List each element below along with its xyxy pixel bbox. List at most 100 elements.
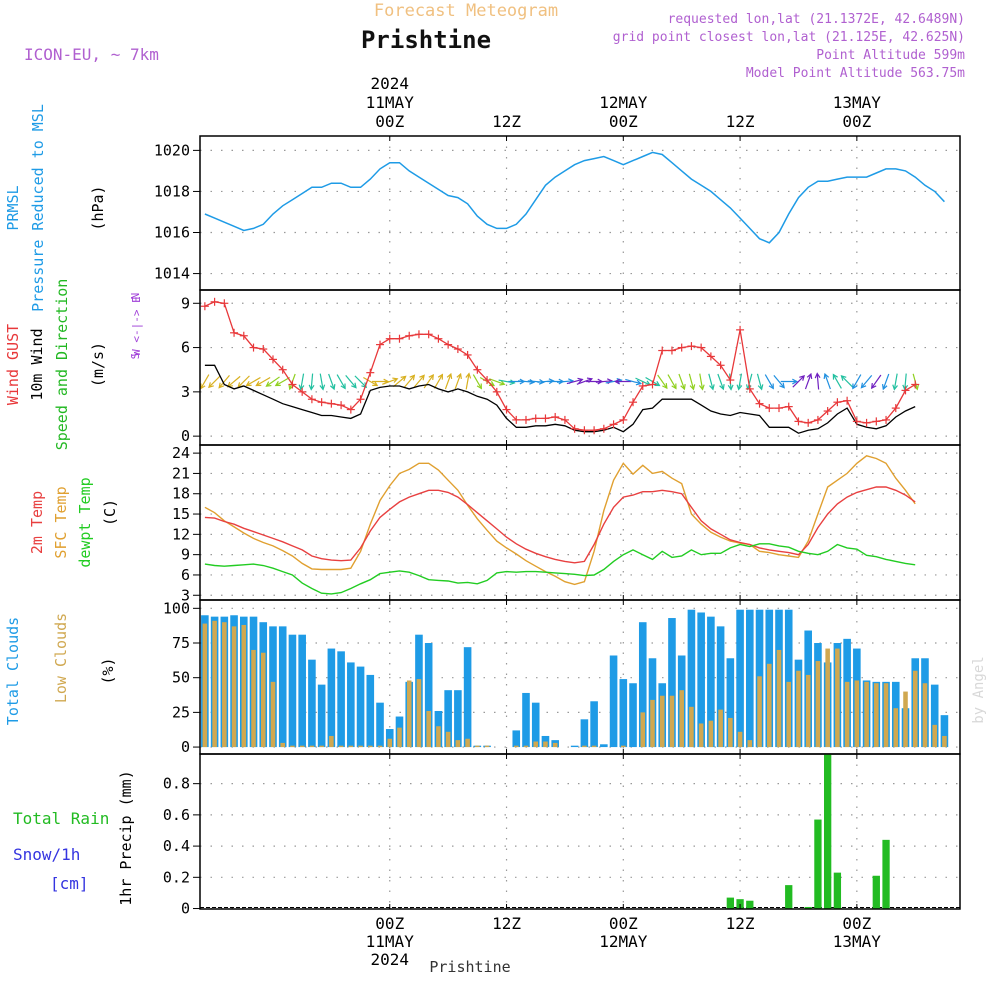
gust-marker xyxy=(385,334,394,343)
sfc-label: SFC Temp xyxy=(52,486,70,558)
bottom-time-label: 11MAY xyxy=(366,932,415,951)
gust-marker xyxy=(736,325,745,334)
low-cloud-bar xyxy=(260,652,266,748)
gust-marker xyxy=(298,387,307,396)
wind-direction-arrow xyxy=(328,373,336,391)
gust-marker xyxy=(317,398,326,407)
gust-marker xyxy=(463,350,472,359)
low-cloud-bar xyxy=(786,681,792,748)
gust-marker xyxy=(356,395,365,404)
low-cloud-bar xyxy=(319,745,324,748)
wind-direction-arrow xyxy=(892,373,898,391)
wind-label: 10m Wind xyxy=(28,328,46,400)
gust-marker xyxy=(551,412,560,421)
product-title: Forecast Meteogram xyxy=(374,1,558,21)
total-cloud-bar xyxy=(687,609,696,748)
low-cloud-bar xyxy=(387,738,393,748)
low-cloud-bar xyxy=(698,723,704,748)
total-cloud-bar xyxy=(590,701,598,748)
y-tick-label: 24 xyxy=(172,444,190,462)
low-cloud-bar xyxy=(766,663,772,748)
gust-marker xyxy=(872,417,881,426)
low-cloud-bar xyxy=(241,624,247,748)
low-cloud-bar xyxy=(679,690,684,748)
wind-direction-arrow xyxy=(823,372,831,390)
wind-direction-arrow xyxy=(764,374,774,390)
total-cloud-bar xyxy=(463,647,472,748)
total-cloud-bar xyxy=(600,744,608,748)
wind-direction-arrow xyxy=(274,377,290,387)
low-cloud-bar xyxy=(222,622,227,748)
low-cloud-bar xyxy=(270,681,276,748)
low-cloud-bar xyxy=(299,745,305,748)
bottom-time-label: 13MAY xyxy=(833,932,882,951)
bottom-time-label: 12Z xyxy=(492,914,521,933)
gust-marker xyxy=(697,343,706,352)
total-cloud-bar xyxy=(619,679,628,748)
total-cloud-bar xyxy=(609,655,618,748)
cloud-units: (%) xyxy=(99,657,117,684)
gust-marker xyxy=(629,398,638,407)
temp-label: 2m Temp xyxy=(28,491,46,554)
low-cloud-bar xyxy=(543,741,548,748)
pressure-units: (hPa) xyxy=(89,185,107,230)
gust-marker xyxy=(200,302,209,311)
total-cloud-bar xyxy=(454,690,462,748)
gust-marker xyxy=(784,402,793,411)
low-cloud-bar xyxy=(465,738,470,748)
wind-direction-arrow xyxy=(208,375,221,389)
gust-marker xyxy=(444,340,453,349)
rain-bar xyxy=(804,906,812,909)
wind-direction-arrow xyxy=(688,373,696,391)
y-tick-label: 0.4 xyxy=(163,837,190,855)
wind-direction-arrow xyxy=(832,373,842,389)
wind-direction-arrow xyxy=(465,372,472,390)
wind-direction-arrow xyxy=(871,374,882,390)
wind-direction-arrow xyxy=(298,373,305,391)
panel-frame xyxy=(199,444,961,601)
total-cloud-label: Total Clouds xyxy=(4,617,22,725)
dewpt-line xyxy=(204,543,916,595)
low-cloud-bar xyxy=(883,683,889,748)
wind-direction-arrow xyxy=(814,372,821,390)
wind-direction-arrow xyxy=(245,377,261,387)
low-cloud-bar xyxy=(669,695,675,748)
gust-marker xyxy=(278,365,287,374)
y-tick-label: 6 xyxy=(181,339,190,357)
top-time-label: 11MAY xyxy=(366,93,415,112)
y-tick-label: 9 xyxy=(181,294,190,312)
total-cloud-bar xyxy=(444,690,452,748)
y-tick-label: 75 xyxy=(172,634,190,652)
total-cloud-bar xyxy=(930,684,939,748)
y-tick-label: 50 xyxy=(172,669,190,687)
y-tick-label: 9 xyxy=(181,546,190,564)
gust-marker xyxy=(337,401,346,410)
gust-marker xyxy=(658,346,667,355)
gust-marker xyxy=(843,396,852,405)
wind-direction-arrow xyxy=(308,373,315,391)
gust-marker xyxy=(453,345,462,354)
gust-marker xyxy=(813,415,822,424)
gust-marker xyxy=(570,424,579,433)
wind-direction-arrow xyxy=(717,373,725,391)
top-time-label: 13MAY xyxy=(833,93,882,112)
low-cloud-bar xyxy=(309,745,315,748)
low-cloud-bar xyxy=(718,709,723,748)
total-cloud-bar xyxy=(424,643,433,748)
gust-marker xyxy=(882,415,891,424)
low-cloud-bar xyxy=(513,745,519,748)
low-cloud-bar xyxy=(523,745,529,748)
total-cloud-bar xyxy=(298,634,306,748)
gust-marker xyxy=(230,328,239,337)
low-cloud-bar xyxy=(329,735,334,748)
wind-direction-arrow xyxy=(736,373,743,391)
wind-direction-arrow xyxy=(625,378,642,386)
gust-marker xyxy=(268,355,277,364)
low-cloud-bar xyxy=(747,740,753,748)
low-cloud-bar xyxy=(582,745,587,748)
gust-marker xyxy=(862,418,871,427)
low-cloud-bar xyxy=(650,699,655,748)
y-tick-label: 1014 xyxy=(154,265,190,283)
low-cloud-bar xyxy=(397,727,402,748)
wind-direction-arrow xyxy=(804,372,813,390)
